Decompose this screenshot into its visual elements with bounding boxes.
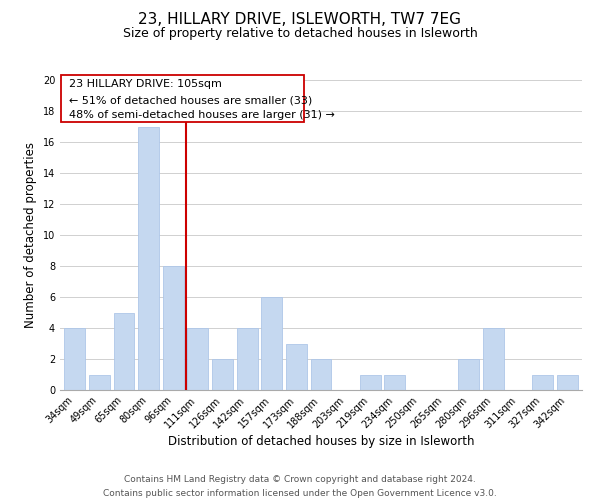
- X-axis label: Distribution of detached houses by size in Isleworth: Distribution of detached houses by size …: [168, 436, 474, 448]
- Text: Contains HM Land Registry data © Crown copyright and database right 2024.
Contai: Contains HM Land Registry data © Crown c…: [103, 476, 497, 498]
- FancyBboxPatch shape: [61, 74, 304, 122]
- Bar: [187, 328, 208, 390]
- Text: ← 51% of detached houses are smaller (33): ← 51% of detached houses are smaller (33…: [68, 96, 312, 106]
- Bar: [113, 312, 134, 390]
- Bar: [532, 374, 553, 390]
- Bar: [286, 344, 307, 390]
- Text: Size of property relative to detached houses in Isleworth: Size of property relative to detached ho…: [122, 28, 478, 40]
- Bar: [212, 359, 233, 390]
- Bar: [458, 359, 479, 390]
- Bar: [360, 374, 381, 390]
- Bar: [311, 359, 331, 390]
- Text: 23 HILLARY DRIVE: 105sqm: 23 HILLARY DRIVE: 105sqm: [68, 79, 221, 89]
- Bar: [385, 374, 406, 390]
- Bar: [483, 328, 504, 390]
- Text: 48% of semi-detached houses are larger (31) →: 48% of semi-detached houses are larger (…: [68, 110, 334, 120]
- Text: 23, HILLARY DRIVE, ISLEWORTH, TW7 7EG: 23, HILLARY DRIVE, ISLEWORTH, TW7 7EG: [139, 12, 461, 28]
- Y-axis label: Number of detached properties: Number of detached properties: [24, 142, 37, 328]
- Bar: [261, 297, 282, 390]
- Bar: [89, 374, 110, 390]
- Bar: [557, 374, 578, 390]
- Bar: [236, 328, 257, 390]
- Bar: [138, 126, 159, 390]
- Bar: [163, 266, 184, 390]
- Bar: [64, 328, 85, 390]
